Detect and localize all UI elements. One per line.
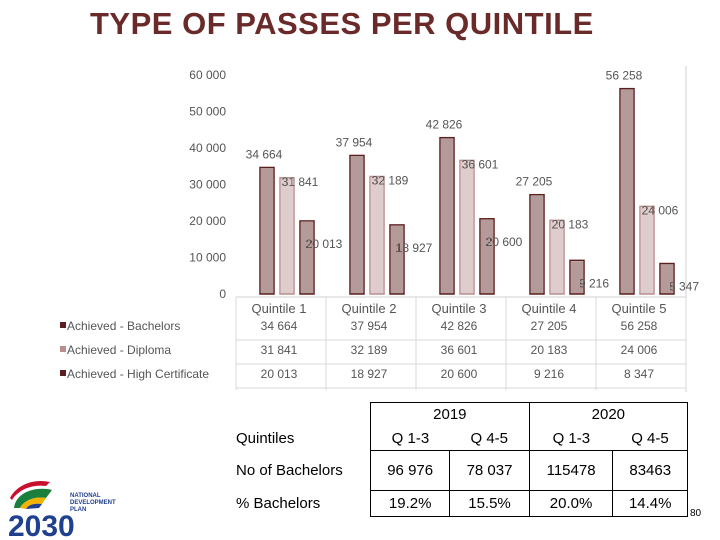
label-percent-bachelors: % Bachelors: [232, 490, 371, 517]
y-tick-label: 30 000: [189, 178, 226, 192]
data-label: 20 600: [486, 235, 523, 249]
bar: [639, 205, 655, 295]
table-cell: 24 006: [621, 343, 658, 357]
table-cell: 8 347: [624, 367, 654, 381]
table-cell: 42 826: [441, 319, 478, 333]
y-tick-label: 40 000: [189, 141, 226, 155]
bar: [389, 224, 405, 295]
percent-2020-q4-5: 14.4%: [612, 490, 688, 517]
ndp-2030-logo: NATIONAL DEVELOPMENT PLAN 2030: [8, 480, 116, 538]
legend-label: Achieved - Diploma: [67, 343, 171, 357]
legend-label: Achieved - High Certificate: [67, 367, 209, 381]
header-2019-q4-5: Q 4-5: [449, 426, 530, 451]
year-2019: 2019: [370, 402, 530, 427]
y-tick-label: 50 000: [189, 105, 226, 119]
count-2019-q4-5: 78 037: [449, 450, 530, 491]
label-quintiles: Quintiles: [232, 426, 371, 451]
table-cell: 18 927: [351, 367, 388, 381]
data-label: 34 664: [246, 147, 283, 161]
data-label: 42 826: [426, 118, 463, 132]
legend-swatch: [60, 322, 66, 328]
category-label: Quintile 1: [252, 301, 307, 316]
table-cell: 32 189: [351, 343, 388, 357]
legend-swatch: [60, 370, 66, 376]
table-cell: 56 258: [621, 319, 658, 333]
bar-chart: 0 10 000 20 000 30 000 40 000 50 000 60 000 34…: [60, 66, 699, 392]
table-cell: 27 205: [531, 319, 568, 333]
y-tick-label: 0: [219, 287, 226, 301]
data-label: 27 205: [516, 175, 553, 189]
count-2020-q1-3: 115478: [529, 450, 614, 491]
bar: [569, 259, 585, 295]
bar: [279, 177, 295, 295]
header-2020-q4-5: Q 4-5: [612, 426, 688, 451]
year-2020: 2020: [529, 402, 689, 427]
table-cell: 20 013: [261, 367, 298, 381]
bar: [529, 193, 545, 295]
percent-2019-q4-5: 15.5%: [449, 490, 530, 517]
y-tick-label: 10 000: [189, 251, 226, 265]
header-2020-q1-3: Q 1-3: [552, 429, 591, 447]
table-cell: 9 216: [534, 367, 564, 381]
label-no-of-bachelors: No of Bachelors: [232, 450, 371, 491]
logo-line-3: PLAN: [70, 507, 86, 513]
table-cell: 36 601: [441, 343, 478, 357]
logo-line-1: NATIONAL: [70, 493, 101, 499]
percent-2019-q1-3: 19.2%: [370, 490, 451, 517]
category-label: Quintile 2: [342, 301, 397, 316]
count-2020-q4-5: 83463: [612, 450, 688, 491]
table-cell: 20 600: [441, 367, 478, 381]
category-label: Quintile 3: [432, 301, 487, 316]
bar: [549, 219, 565, 295]
data-label: 20 183: [552, 217, 589, 231]
data-label: 32 189: [372, 174, 409, 188]
percent-2020-q1-3: 20.0%: [529, 490, 614, 517]
table-cell: 31 841: [261, 343, 298, 357]
data-label: 9 216: [579, 276, 609, 290]
y-tick-label: 20 000: [189, 214, 226, 228]
bachelors-summary-table: 2019 2020 Quintiles Q 1-3 Q 4-5 Q 1-3 Q …: [232, 402, 689, 517]
bar: [619, 87, 635, 295]
logo-line-2: DEVELOPMENT: [70, 500, 116, 506]
logo-year: 2030: [8, 510, 75, 538]
bar: [369, 175, 385, 295]
data-label: 36 601: [462, 157, 499, 171]
bar: [439, 136, 455, 295]
data-label: 56 258: [606, 69, 643, 83]
table-cell: 34 664: [261, 319, 298, 333]
bar: [459, 159, 475, 295]
legend-label: Achieved - Bachelors: [67, 319, 180, 333]
bar: [299, 220, 315, 295]
table-cell: 37 954: [351, 319, 388, 333]
data-label: 24 006: [642, 203, 679, 217]
category-label: Quintile 4: [522, 301, 577, 316]
header-2019-q1-3: Q 1-3: [391, 429, 430, 447]
data-label: 8 347: [669, 280, 699, 294]
data-label: 18 927: [396, 241, 433, 255]
data-label: 20 013: [306, 237, 343, 251]
data-label: 37 954: [336, 135, 373, 149]
page-title: TYPE OF PASSES PER QUINTILE: [90, 6, 594, 41]
data-label: 31 841: [282, 175, 319, 189]
bar: [259, 166, 275, 295]
bar: [479, 218, 495, 295]
table-cell: 20 183: [531, 343, 568, 357]
y-tick-label: 60 000: [189, 68, 226, 82]
page-number: 80: [690, 508, 702, 519]
bar: [659, 262, 675, 295]
category-label: Quintile 5: [612, 301, 667, 316]
count-2019-q1-3: 96 976: [370, 450, 451, 491]
legend-swatch: [60, 346, 66, 352]
bar: [349, 154, 365, 295]
